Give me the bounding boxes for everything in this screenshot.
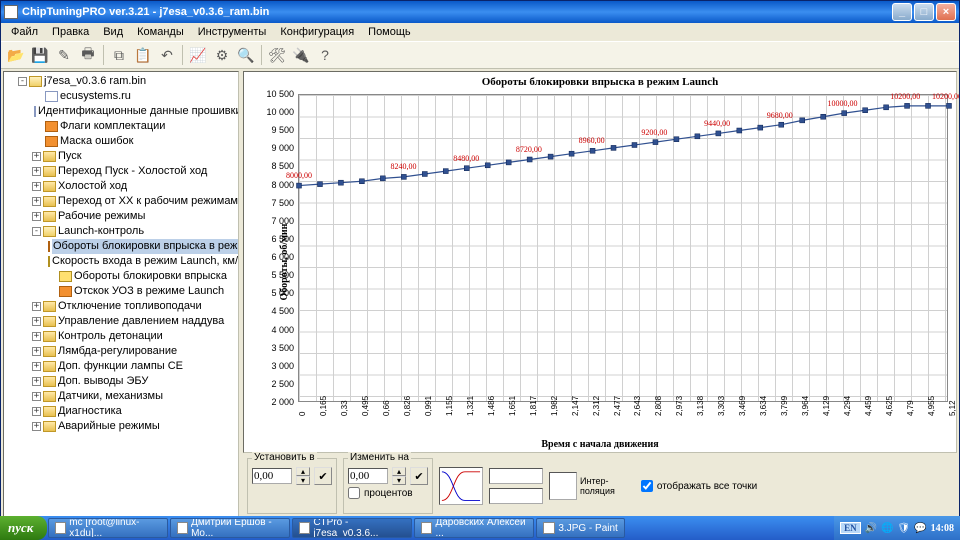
taskbar-task[interactable]: CTPro - j7esa_v0.3.6... [292, 518, 412, 538]
minimize-button[interactable]: _ [892, 3, 912, 21]
menu-item[interactable]: Помощь [362, 25, 417, 39]
tray-icon[interactable]: 💬 [914, 523, 926, 534]
tree-item[interactable]: +Доп. выводы ЭБУ [32, 374, 238, 389]
start-button[interactable]: пуск [0, 516, 47, 540]
language-indicator[interactable]: EN [840, 522, 861, 534]
taskbar-task[interactable]: Даровских Алексей ... [414, 518, 534, 538]
tool-icon[interactable]: 🛠 [266, 44, 288, 66]
pattern-a[interactable] [489, 468, 543, 484]
tree-item[interactable]: +Пуск [32, 149, 238, 164]
tray-icon[interactable]: 🔊 [865, 523, 877, 534]
edit-icon[interactable]: ✎ [53, 44, 75, 66]
set-group: Установить в ▴▾ ✔ [247, 458, 337, 514]
pattern-b[interactable] [489, 488, 543, 504]
tree-item[interactable]: +Рабочие режимы [32, 209, 238, 224]
copy-icon[interactable]: ⧉ [108, 44, 130, 66]
apply-change-button[interactable]: ✔ [410, 467, 428, 485]
plot-area[interactable]: 8000,008240,008480,008720,008960,009200,… [298, 94, 948, 402]
spin-up[interactable]: ▴ [296, 467, 310, 476]
change-input[interactable] [348, 468, 388, 484]
menu-item[interactable]: Правка [46, 25, 95, 39]
control-panel: Установить в ▴▾ ✔ Изменить на ▴▾ ✔ [243, 455, 957, 517]
tree-item[interactable]: +Доп. функции лампы CE [32, 359, 238, 374]
taskbar: пуск mc [root@linux-x1du]...Дмитрий Ершо… [0, 516, 960, 540]
curve-preview [439, 467, 483, 505]
taskbar-task[interactable]: mc [root@linux-x1du]... [48, 518, 168, 538]
clock[interactable]: 14:08 [931, 523, 954, 534]
tree-item[interactable]: +Лямбда-регулирование [32, 344, 238, 359]
open-icon[interactable]: 📂 [5, 44, 27, 66]
tree-item[interactable]: ecusystems.ru [32, 89, 238, 104]
chip-icon[interactable]: 🔌 [290, 44, 312, 66]
app-icon [4, 5, 18, 19]
gear-icon[interactable]: ⚙ [211, 44, 233, 66]
tree-item[interactable]: Маска ошибок [32, 134, 238, 149]
paste-icon[interactable]: 📋 [132, 44, 154, 66]
tree-item[interactable]: +Холостой ход [32, 179, 238, 194]
menu-item[interactable]: Файл [5, 25, 44, 39]
chart-title: Обороты блокировки впрыска в режим Launc… [244, 76, 956, 88]
change-group: Изменить на ▴▾ ✔ процентов [343, 458, 433, 514]
tree-item[interactable]: +Контроль детонации [32, 329, 238, 344]
tree-item[interactable]: +Управление давлением наддува [32, 314, 238, 329]
tree-item[interactable]: Скорость входа в режим Launch, км/ч [46, 254, 238, 269]
set-input[interactable] [252, 468, 292, 484]
tree-item[interactable]: Отскок УОЗ в режиме Launch [46, 284, 238, 299]
tree-item[interactable]: +Переход от ХХ к рабочим режимам [32, 194, 238, 209]
chart-icon[interactable]: 📈 [187, 44, 209, 66]
tree-item[interactable]: +Аварийные режимы [32, 419, 238, 434]
tree-item[interactable]: +Диагностика [32, 404, 238, 419]
tree-item[interactable]: Обороты блокировки впрыска в режим Launc… [46, 239, 238, 254]
spin-down[interactable]: ▾ [296, 476, 310, 485]
close-button[interactable]: × [936, 3, 956, 21]
save-icon[interactable]: 💾 [29, 44, 51, 66]
tree-item[interactable]: Флаги комплектации [32, 119, 238, 134]
tree-item[interactable]: +Переход Пуск - Холостой ход [32, 164, 238, 179]
window-title: ChipTuningPRO ver.3.21 - j7esa_v0.3.6_ra… [22, 6, 269, 18]
system-tray[interactable]: EN 🔊 🌐 🛡 💬 14:08 [834, 516, 960, 540]
menu-item[interactable]: Команды [131, 25, 190, 39]
percent-checkbox[interactable]: процентов [348, 487, 413, 499]
print-icon[interactable]: 🖶 [77, 44, 99, 66]
tree-pane[interactable]: -j7esa_v0.3.6 ram.binecusystems.ruИденти… [3, 71, 239, 537]
menu-item[interactable]: Инструменты [192, 25, 273, 39]
tree-item[interactable]: Идентификационные данные прошивки [32, 104, 238, 119]
tree-item[interactable]: -Launch-контроль [32, 224, 238, 239]
undo-icon[interactable]: ↶ [156, 44, 178, 66]
taskbar-task[interactable]: 3.JPG - Paint [536, 518, 624, 538]
interp-icon[interactable] [549, 472, 577, 500]
menu-item[interactable]: Конфигурация [274, 25, 360, 39]
toolbar: 📂 💾 ✎ 🖶 ⧉ 📋 ↶ 📈 ⚙ 🔍 🛠 🔌 ? [1, 41, 959, 69]
tray-icon[interactable]: 🌐 [881, 523, 893, 534]
titlebar: ChipTuningPRO ver.3.21 - j7esa_v0.3.6_ra… [1, 1, 959, 23]
tree-item[interactable]: +Отключение топливоподачи [32, 299, 238, 314]
tree-item[interactable]: +Датчики, механизмы [32, 389, 238, 404]
apply-set-button[interactable]: ✔ [314, 467, 332, 485]
menu-item[interactable]: Вид [97, 25, 129, 39]
menubar: ФайлПравкаВидКомандыИнструментыКонфигура… [1, 23, 959, 41]
tree-item[interactable]: Обороты блокировки впрыска [46, 269, 238, 284]
chart-xlabel: Время с начала движения [244, 439, 956, 450]
maximize-button[interactable]: □ [914, 3, 934, 21]
tray-icon[interactable]: 🛡 [898, 523, 911, 534]
show-all-checkbox[interactable]: отображать все точки [641, 480, 757, 492]
help-icon[interactable]: ? [314, 44, 336, 66]
chart: Обороты блокировки впрыска в режим Launc… [243, 71, 957, 453]
zoom-icon[interactable]: 🔍 [235, 44, 257, 66]
taskbar-task[interactable]: Дмитрий Ершов - Mo... [170, 518, 290, 538]
